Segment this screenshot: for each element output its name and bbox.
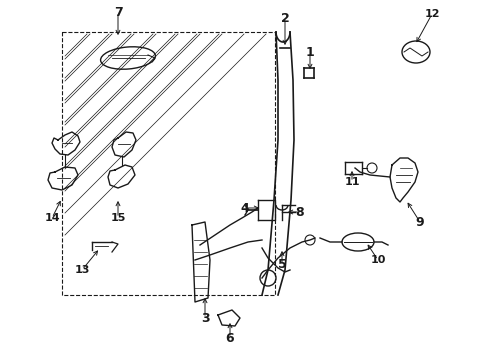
Text: 5: 5 xyxy=(278,258,286,271)
Text: 4: 4 xyxy=(241,202,249,215)
Text: 10: 10 xyxy=(370,255,386,265)
Text: 3: 3 xyxy=(201,311,209,324)
Text: 15: 15 xyxy=(110,213,126,223)
Text: 1: 1 xyxy=(306,45,315,58)
Text: 6: 6 xyxy=(226,332,234,345)
Text: 2: 2 xyxy=(281,12,290,24)
Text: 9: 9 xyxy=(416,216,424,229)
Text: 7: 7 xyxy=(114,5,122,18)
Text: 11: 11 xyxy=(344,177,360,187)
Text: 14: 14 xyxy=(44,213,60,223)
Text: 12: 12 xyxy=(424,9,440,19)
Text: 13: 13 xyxy=(74,265,90,275)
Text: 8: 8 xyxy=(295,206,304,219)
